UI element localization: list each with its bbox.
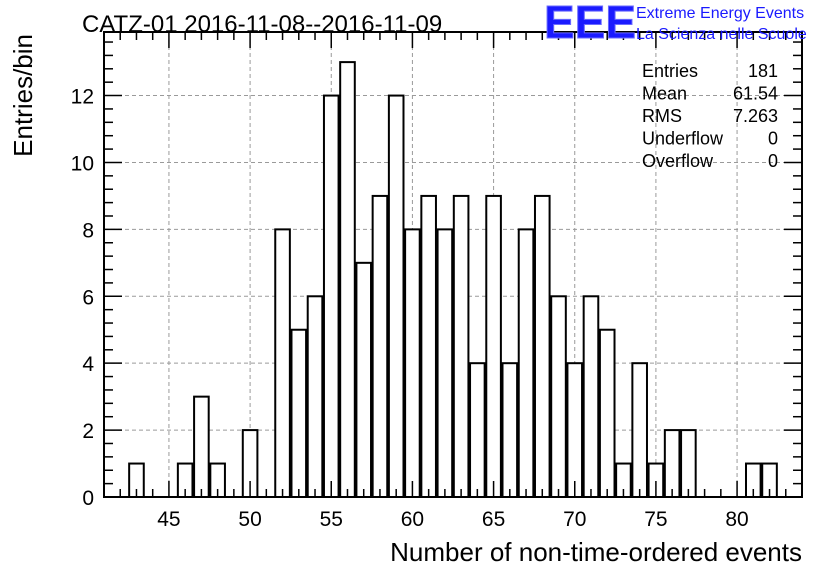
histogram-bar xyxy=(387,94,405,498)
y-tick-label: 4 xyxy=(82,353,94,376)
y-tick-label: 12 xyxy=(71,86,94,109)
histogram-bar xyxy=(550,295,567,498)
histogram-bar xyxy=(404,228,421,498)
y-tick-label: 2 xyxy=(82,420,94,443)
histogram-bar xyxy=(582,295,600,498)
histogram-bar xyxy=(566,362,584,498)
y-tick-label: 8 xyxy=(82,219,94,242)
x-tick-label: 75 xyxy=(644,508,667,531)
x-tick-label: 80 xyxy=(725,508,748,531)
histogram-bar xyxy=(485,194,502,498)
x-tick-label: 60 xyxy=(401,508,424,531)
histogram-bar xyxy=(517,228,535,498)
y-tick-label: 6 xyxy=(82,286,94,309)
x-tick-label: 70 xyxy=(563,508,586,531)
histogram-bar xyxy=(436,228,454,498)
eee-logo-line1: Extreme Energy Events xyxy=(636,5,804,22)
histogram-bar xyxy=(306,295,324,498)
histogram-bar xyxy=(322,94,340,498)
y-axis-label: Entries/bin xyxy=(8,34,38,157)
tick-labels: 45 50 55 60 65 70 75 80 0 2 4 6 8 10 12 xyxy=(71,86,749,531)
stat-value: 181 xyxy=(748,61,778,81)
axis-ticks xyxy=(103,32,803,498)
x-tick-label: 55 xyxy=(320,508,343,531)
histogram-bar xyxy=(598,328,616,499)
eee-logo-mark: EEE xyxy=(544,0,636,48)
stat-value: 7.263 xyxy=(733,106,778,126)
bars xyxy=(128,61,778,499)
x-tick-label: 50 xyxy=(238,508,261,531)
eee-logo-line2: La Scienza nelle Scuole xyxy=(636,26,807,43)
histogram-bar xyxy=(371,194,389,498)
stat-label: Overflow xyxy=(642,151,714,171)
x-tick-label: 65 xyxy=(482,508,505,531)
stats-box: Entries 181 Mean 61.54 RMS 7.263 Underflow 0 Ove… xyxy=(642,61,778,171)
stat-label: RMS xyxy=(642,106,682,126)
histogram-bar xyxy=(469,362,486,498)
histogram-bar xyxy=(420,194,437,498)
histogram-bar xyxy=(663,429,681,499)
x-tick-label: 45 xyxy=(157,508,180,531)
stat-label: Mean xyxy=(642,84,687,104)
histogram-bar xyxy=(339,61,356,499)
histogram-bar xyxy=(533,194,551,498)
eee-logo: EEE Extreme Energy Events La Scienza nel… xyxy=(544,0,807,49)
histogram-bar xyxy=(355,261,373,498)
histogram-bar xyxy=(193,395,210,498)
histogram-bar xyxy=(680,429,697,499)
y-tick-label: 0 xyxy=(82,487,94,510)
histogram-bar xyxy=(290,328,308,499)
chart-title: CATZ-01 2016-11-08--2016-11-09 xyxy=(82,11,442,38)
stat-value: 0 xyxy=(768,129,778,149)
y-tick-label: 10 xyxy=(71,152,94,175)
histogram-bar xyxy=(452,194,470,498)
histogram-bar xyxy=(274,228,291,498)
histogram-bar xyxy=(501,362,519,498)
plot-frame xyxy=(103,31,803,498)
stat-label: Underflow xyxy=(642,129,724,149)
histogram-bar xyxy=(631,362,648,498)
stat-label: Entries xyxy=(642,61,698,81)
x-axis-label: Number of non-time-ordered events xyxy=(390,537,802,567)
stat-value: 61.54 xyxy=(733,84,778,104)
stat-value: 0 xyxy=(768,151,778,171)
